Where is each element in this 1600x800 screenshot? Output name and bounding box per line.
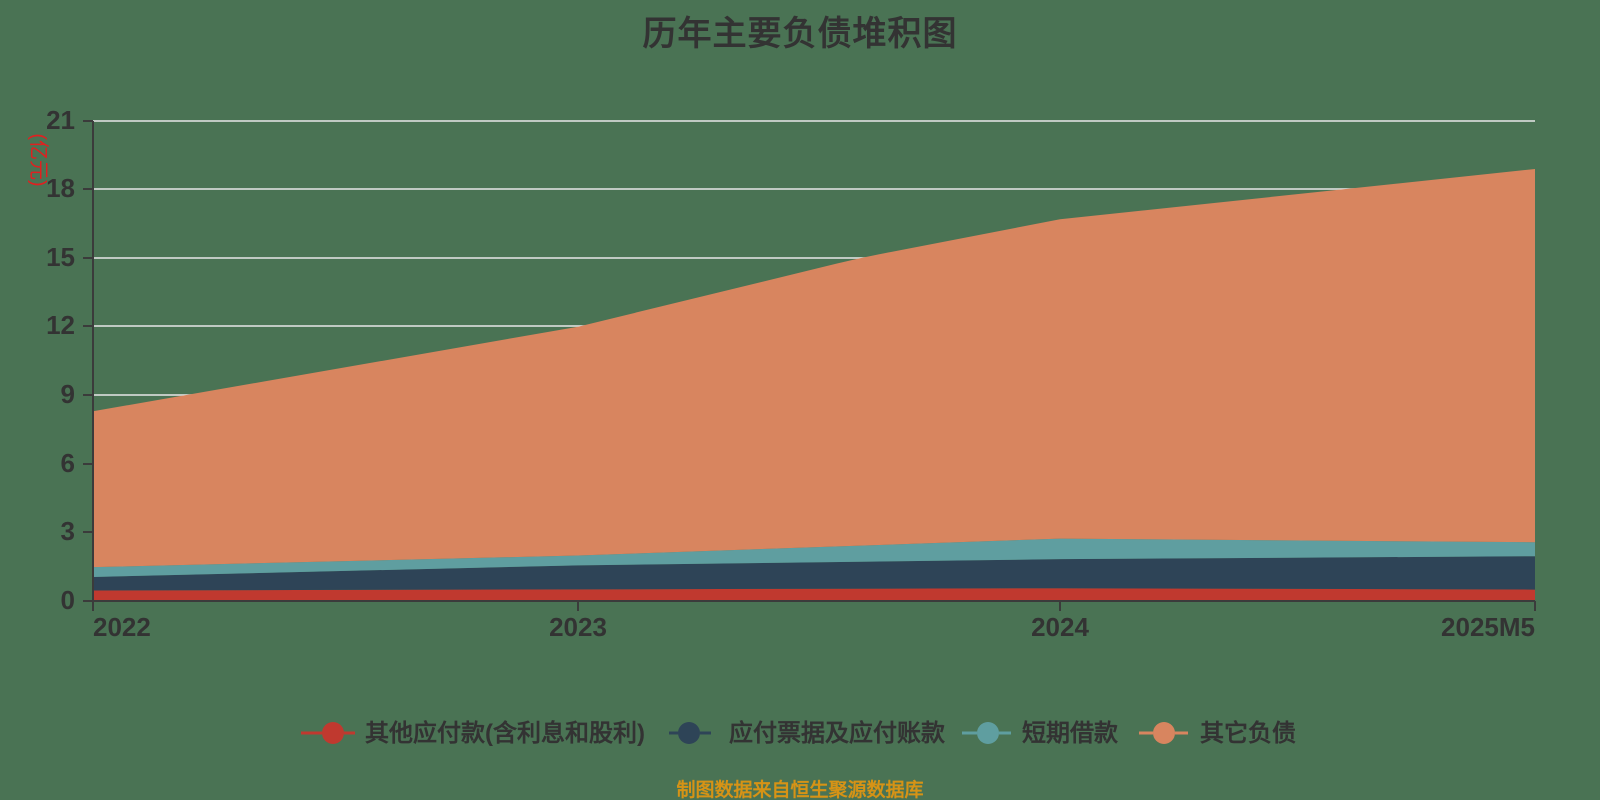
- svg-text:3: 3: [61, 516, 75, 546]
- svg-text:15: 15: [46, 242, 75, 272]
- svg-text:短期借款: 短期借款: [1022, 719, 1119, 747]
- svg-text:制图数据来自恒生聚源数据库: 制图数据来自恒生聚源数据库: [676, 778, 923, 800]
- svg-text:2024: 2024: [1031, 612, 1089, 642]
- svg-text:18: 18: [46, 173, 75, 203]
- svg-text:应付票据及应付账款: 应付票据及应付账款: [729, 719, 946, 747]
- svg-text:9: 9: [61, 379, 75, 409]
- svg-text:21: 21: [46, 105, 75, 135]
- svg-text:0: 0: [61, 585, 75, 615]
- svg-text:其它负债: 其它负债: [1200, 719, 1296, 747]
- svg-text:6: 6: [61, 448, 75, 478]
- svg-text:12: 12: [46, 310, 75, 340]
- svg-text:2025M5: 2025M5: [1441, 612, 1535, 642]
- svg-text:(亿元): (亿元): [27, 133, 50, 186]
- svg-text:2023: 2023: [549, 612, 607, 642]
- svg-text:其他应付款(含利息和股利): 其他应付款(含利息和股利): [365, 719, 645, 747]
- svg-text:2022: 2022: [93, 612, 151, 642]
